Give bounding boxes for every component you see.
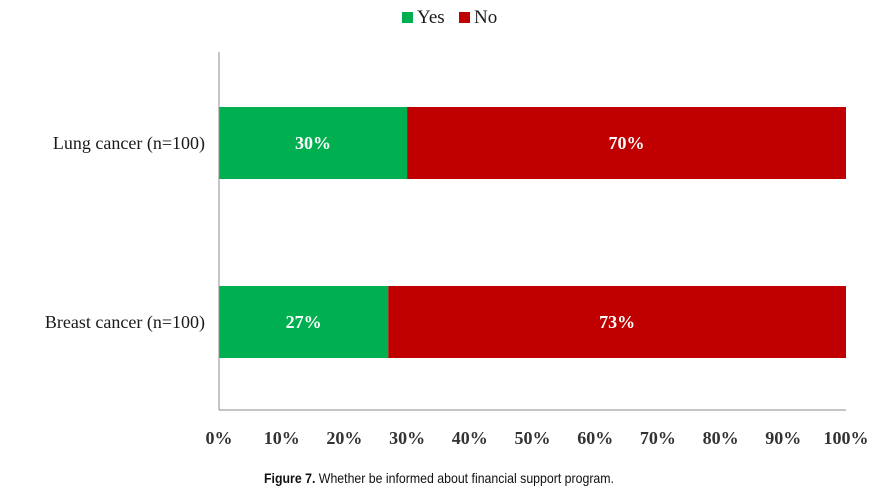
legend-swatch-no [459, 12, 470, 23]
x-tick-label-50: 50% [515, 428, 551, 448]
data-label-yes-2: 27% [286, 312, 322, 332]
category-label-2: Breast cancer (n=100) [45, 312, 205, 333]
bar-no-1 [407, 107, 846, 179]
x-tick-label-10: 10% [264, 428, 300, 448]
axes [218, 52, 846, 411]
x-tick-label-70: 70% [640, 428, 676, 448]
caption-text: Whether be informed about financial supp… [315, 470, 614, 486]
legend: Yes No [402, 7, 497, 28]
x-tick-label-80: 80% [703, 428, 739, 448]
x-tick-label-100: 100% [824, 428, 869, 448]
stacked-bar-chart: Yes No 30% 70% 27% 73% 0% 10% 20% 30% 40% 50% 60% 7… [45, 7, 869, 448]
data-label-no-2: 73% [599, 312, 635, 332]
bars: 30% 70% 27% 73% [219, 107, 846, 358]
figure-caption: Figure 7. Whether be informed about fina… [53, 470, 826, 486]
legend-swatch-yes [402, 12, 413, 23]
bar-no-2 [388, 286, 846, 358]
x-tick-label-20: 20% [326, 428, 362, 448]
x-tick-label-40: 40% [452, 428, 488, 448]
x-tick-label-60: 60% [577, 428, 613, 448]
data-label-no-1: 70% [609, 133, 645, 153]
category-label-1: Lung cancer (n=100) [53, 133, 205, 154]
x-tick-label-30: 30% [389, 428, 425, 448]
x-tick-labels: 0% 10% 20% 30% 40% 50% 60% 70% 80% 90% 100% [206, 428, 869, 448]
data-label-yes-1: 30% [295, 133, 331, 153]
legend-label-yes: Yes [417, 7, 445, 28]
caption-label: Figure 7. [264, 470, 316, 486]
legend-label-no: No [474, 7, 497, 28]
bar-yes-2 [219, 286, 389, 358]
x-tick-label-90: 90% [765, 428, 801, 448]
bar-yes-1 [219, 107, 408, 179]
x-tick-label-0: 0% [206, 428, 233, 448]
category-labels: Lung cancer (n=100) Breast cancer (n=100) [45, 133, 205, 333]
